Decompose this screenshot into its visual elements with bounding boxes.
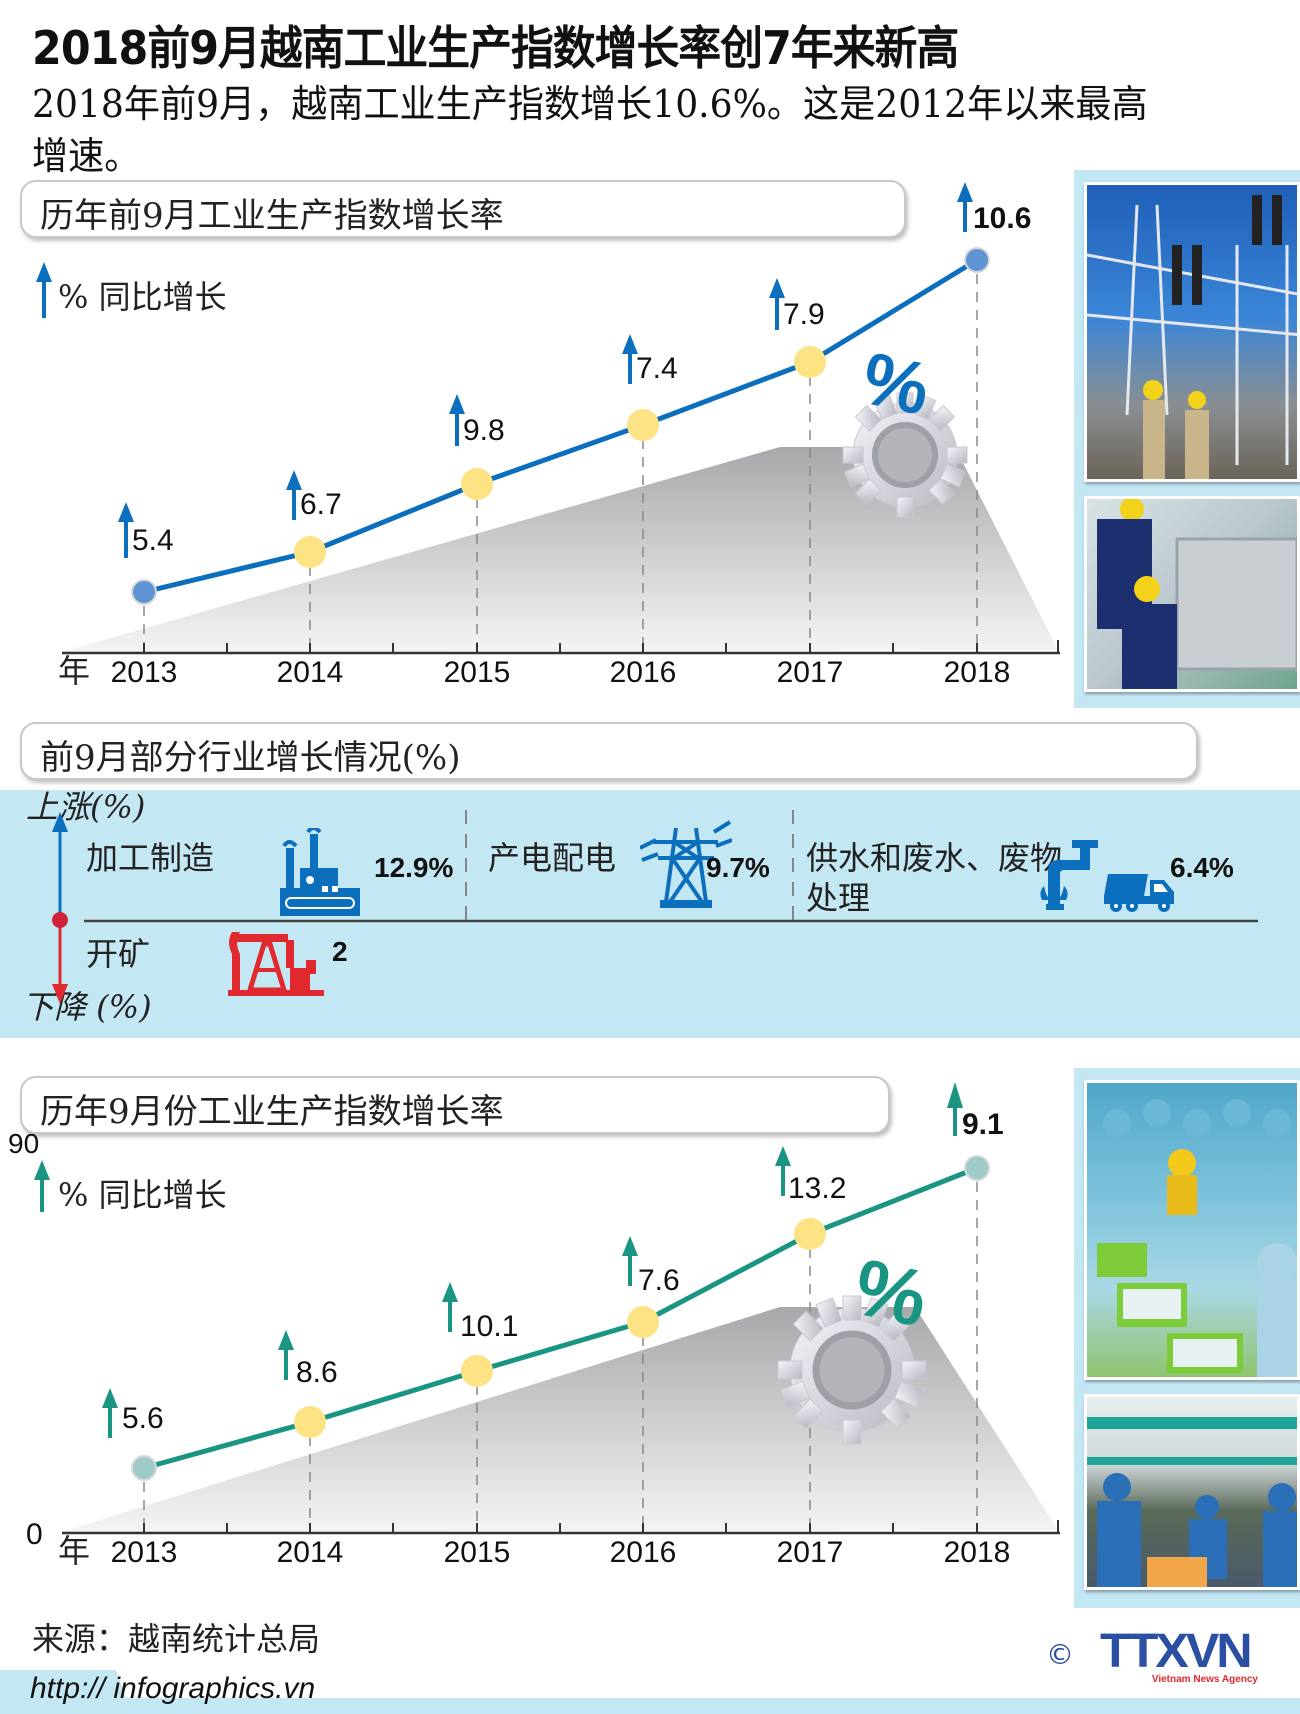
arrow-up-icon: [278, 1330, 294, 1380]
chart1-year-2018: 2018: [943, 656, 1011, 689]
chart2-year-2018: 2018: [943, 1536, 1011, 1569]
sectors-title-box: 前9月部分行业增长情况(%): [20, 722, 1198, 780]
photo-seafood-processing: [1084, 1080, 1300, 1380]
down-label: 下降 (%): [22, 988, 152, 1026]
chart1-value-2017: 7.9: [783, 298, 825, 331]
water-tap-icon: [1040, 840, 1098, 910]
arrow-up-icon: [947, 1082, 963, 1136]
ttxvn-logo: TTXVN Vietnam News Agency: [1100, 1628, 1270, 1686]
chart2-value-2016: 7.6: [638, 1264, 680, 1297]
chart2-year-2016: 2016: [609, 1536, 677, 1569]
chart2-year-2017: 2017: [776, 1536, 844, 1569]
chart1-year-2014: 2014: [276, 656, 344, 689]
chart2-value-2017: 13.2: [788, 1172, 847, 1205]
arrow-up-icon: [36, 262, 52, 318]
chart1-value-2014: 6.7: [300, 488, 342, 521]
arrow-up-icon: [102, 1388, 118, 1438]
dump-truck-icon: [1104, 874, 1174, 912]
chart1-value-2016: 7.4: [636, 352, 678, 385]
chart2-x-axis-label: 年: [58, 1532, 91, 1570]
sector-value-manufacturing: 12.9%: [374, 852, 454, 883]
sector-value-water-waste: 6.4%: [1170, 852, 1234, 883]
page-subtitle: 2018年前9月，越南工业生产指数增长10.6%。这是2012年以来最高增速。: [32, 82, 1148, 178]
chart1-value-2013: 5.4: [132, 524, 174, 557]
arrow-down-icon: [52, 920, 68, 1004]
chart1-year-2013: 2013: [110, 656, 178, 689]
sectors-panel: [0, 790, 1300, 1038]
chart1-value-2015: 9.8: [463, 414, 505, 447]
photo-car-assembly: [1084, 496, 1300, 692]
chart1-plot: %: [36, 182, 1060, 655]
chart2-y-bottom-label: 0: [26, 1518, 43, 1551]
site-link[interactable]: http:// infographics.vn: [30, 1672, 316, 1705]
chart2-year-2014: 2014: [276, 1536, 344, 1569]
chart2-value-2013: 5.6: [122, 1402, 164, 1435]
factory-icon: [280, 828, 360, 916]
arrow-up-icon: [52, 812, 68, 920]
arrow-up-icon: [622, 334, 638, 384]
arrow-up-icon: [957, 182, 973, 232]
gear-icon: [842, 392, 968, 518]
chart2-title: 历年9月份工业生产指数增长率: [40, 1092, 504, 1132]
chart1-legend: % 同比增长: [58, 278, 227, 316]
chart2-legend: % 同比增长: [58, 1176, 227, 1214]
chart1-x-axis-label: 年: [58, 652, 91, 690]
arrow-up-icon: [622, 1236, 638, 1286]
chart2-value-2014: 8.6: [296, 1356, 338, 1389]
logo-subtitle: Vietnam News Agency: [1151, 1674, 1258, 1685]
gear-icon: [777, 1295, 927, 1445]
chart2-title-box: 历年9月份工业生产指数增长率: [20, 1076, 890, 1134]
chart1-title: 历年前9月工业生产指数增长率: [40, 196, 504, 236]
chart2-value-2018: 9.1: [962, 1108, 1004, 1141]
logo-text: TTXVN: [1100, 1625, 1253, 1678]
up-label: 上涨(%): [26, 788, 146, 826]
chart1-year-2015: 2015: [443, 656, 511, 689]
chart2-year-2015: 2015: [443, 1536, 511, 1569]
sectors-axis: [52, 810, 1258, 1004]
footer-band: [0, 1670, 1300, 1714]
chart2-value-2015: 10.1: [460, 1310, 519, 1343]
photo-power-substation: [1084, 182, 1300, 482]
chart1-title-box: 历年前9月工业生产指数增长率: [20, 180, 906, 238]
chart2-year-2013: 2013: [110, 1536, 178, 1569]
arrow-up-icon: [118, 502, 134, 558]
sector-name-power: 产电配电: [488, 839, 617, 877]
arrow-up-icon: [769, 278, 785, 330]
chart1-line: [143, 257, 979, 595]
arrow-up-icon: [34, 1160, 50, 1212]
chart1-shade: [62, 447, 1058, 652]
sector-name-water-waste: 供水和废水、废物处理: [806, 839, 1063, 917]
page-title: 2018前9月越南工业生产指数增长率创7年来新高: [32, 21, 959, 75]
photo-panel-bottom: [1074, 1068, 1300, 1608]
photo-panel-top: [1074, 170, 1300, 708]
photo-waste-sorting: [1084, 1394, 1300, 1590]
chart1-year-2017: 2017: [776, 656, 844, 689]
sector-value-power: 9.7%: [706, 852, 770, 883]
arrow-up-icon: [286, 470, 302, 520]
chart1-value-2018: 10.6: [973, 202, 1032, 235]
power-tower-icon: [640, 820, 732, 908]
arrow-up-icon: [442, 1282, 458, 1332]
chart1-year-2016: 2016: [609, 656, 677, 689]
sectors-title: 前9月部分行业增长情况(%): [40, 738, 461, 778]
chart2-plot: %: [34, 1082, 1060, 1535]
arrow-up-icon: [775, 1146, 791, 1196]
sector-name-manufacturing: 加工制造: [86, 839, 215, 877]
copyright-symbol: ©: [1046, 1638, 1074, 1671]
oil-pump-icon: [228, 932, 324, 996]
chart2-line: [143, 1165, 978, 1471]
arrow-up-icon: [449, 394, 465, 446]
sector-name-mining: 开矿: [86, 935, 151, 973]
sector-value-mining: 2: [332, 936, 348, 967]
source-note: 来源：越南统计总局: [32, 1620, 321, 1658]
chart2-y-top-label: 90: [8, 1128, 40, 1159]
